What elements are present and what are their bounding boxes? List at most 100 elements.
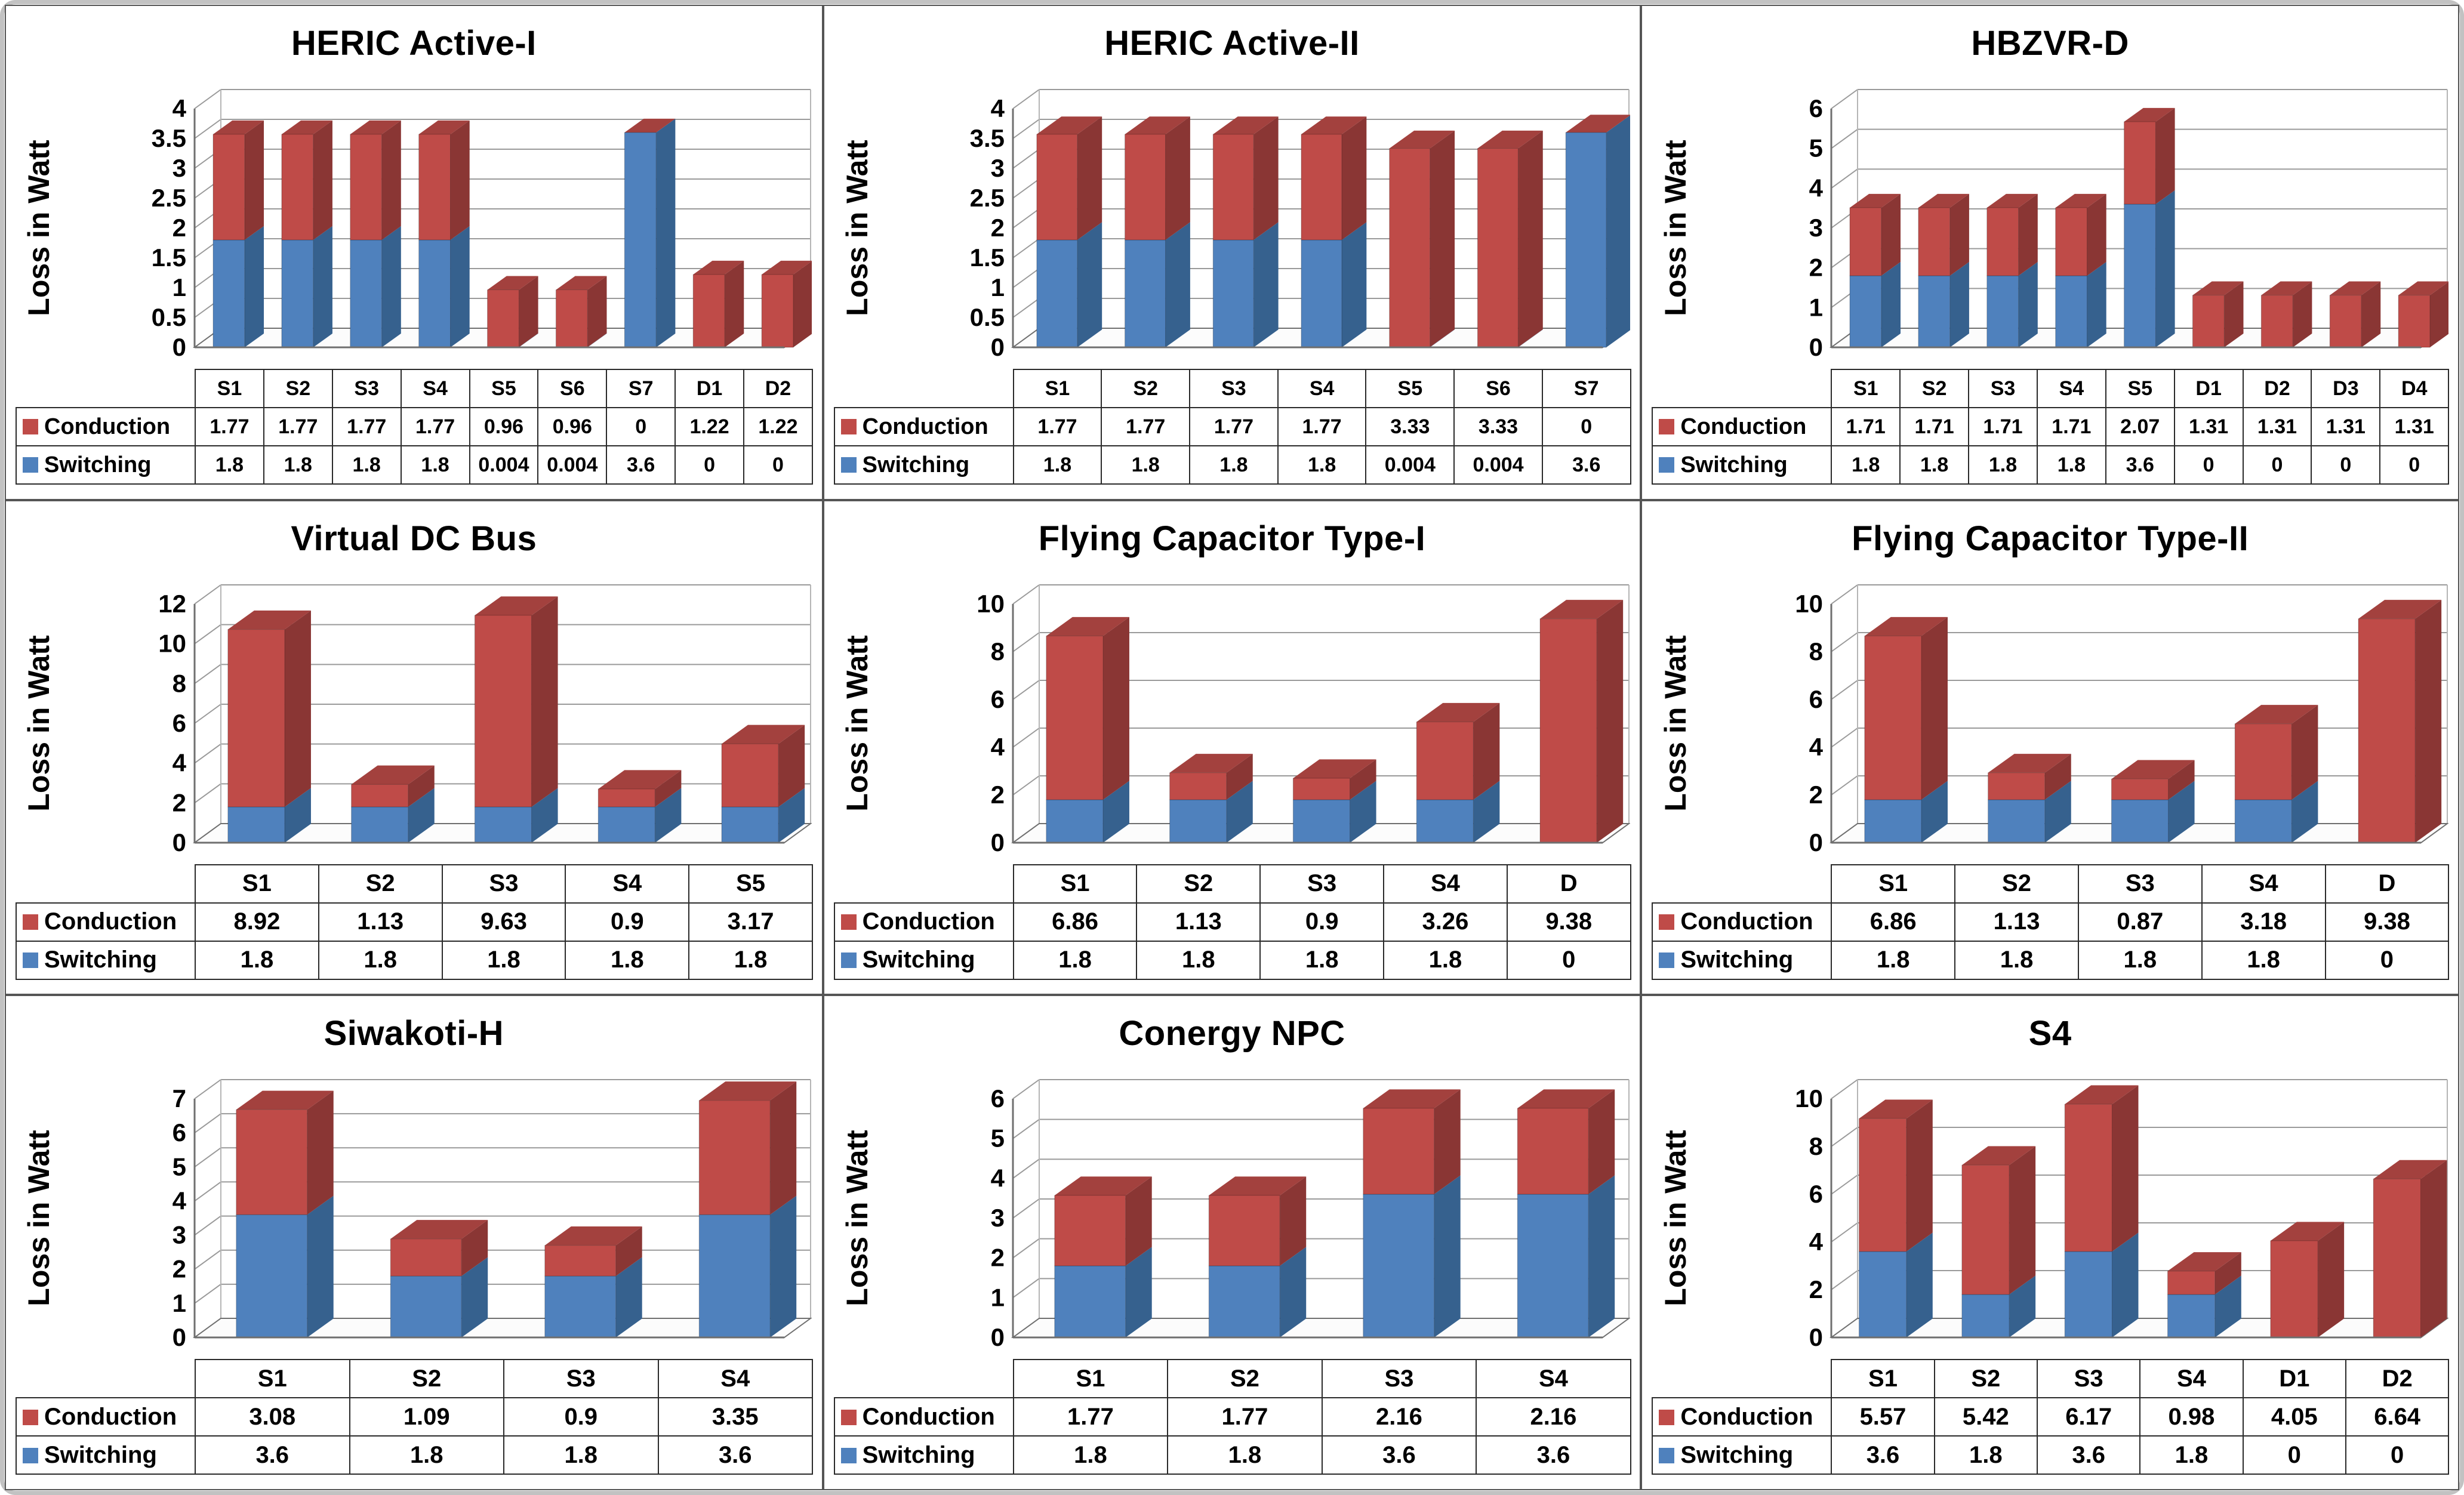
conduction-front-face	[2260, 295, 2293, 348]
category-cell: S2	[1954, 864, 2079, 904]
value-cell: 1.8	[441, 940, 566, 980]
bar-S5	[487, 276, 538, 348]
legend-swatch-switching-icon	[840, 953, 857, 969]
switching-side-face	[245, 226, 264, 347]
conduction-front-face	[2398, 295, 2431, 348]
legend-swatch-conduction-icon	[23, 1409, 38, 1425]
switching-front-face	[1301, 239, 1342, 348]
series-name-cell: Conduction	[833, 1397, 1014, 1437]
conduction-front-face	[1212, 134, 1254, 241]
value-cell: 1.31	[2173, 407, 2244, 446]
switching-side-face	[2291, 780, 2318, 843]
table-corner-cell	[1652, 1360, 1831, 1398]
gridline-wall	[194, 119, 221, 139]
category-cell: D3	[2311, 369, 2381, 408]
switching-side-face	[1253, 222, 1279, 347]
legend-swatch-switching-icon	[1659, 1447, 1675, 1463]
legend-swatch-conduction-icon	[23, 914, 38, 930]
value-cell: 3.6	[1321, 1435, 1477, 1475]
category-cell: S4	[1383, 864, 1508, 904]
value-cell: 1.8	[1954, 940, 2079, 980]
value-cell: 1.8	[1277, 445, 1367, 485]
switching-side-face	[1921, 780, 1948, 843]
switching-front-face	[1363, 1194, 1435, 1338]
gridline-wall	[194, 89, 221, 109]
switching-side-face	[2018, 261, 2038, 347]
category-cell: S1	[1831, 1359, 1935, 1399]
switching-front-face	[236, 1215, 308, 1338]
bar-S2	[1208, 1176, 1307, 1338]
bar-S1	[212, 120, 264, 348]
value-cell: 1.8	[1167, 1435, 1323, 1475]
table-corner-cell	[16, 865, 195, 903]
value-cell: 3.08	[195, 1397, 350, 1437]
gridline-wall	[1012, 775, 1040, 796]
conduction-top-face	[1566, 115, 1630, 132]
bar-S6	[1477, 130, 1543, 348]
conduction-side-face	[2214, 1252, 2241, 1295]
y-tick-label: 4	[173, 94, 187, 122]
conduction-top-face	[762, 260, 812, 275]
category-cell: D2	[2242, 369, 2312, 408]
series-name-cell: Switching	[833, 940, 1014, 980]
y-axis-label: Loss in Watt	[22, 1130, 56, 1306]
conduction-top-face	[1517, 1089, 1615, 1109]
switching-side-face	[1341, 222, 1367, 347]
conduction-side-face	[1949, 193, 1969, 276]
y-tick-label: 1	[173, 273, 186, 301]
value-cell: 3.6	[606, 445, 676, 485]
value-cell: 3.17	[688, 902, 813, 942]
conduction-side-face	[1102, 617, 1129, 800]
gridline-wall	[1012, 1079, 1040, 1100]
y-axis-label: Loss in Watt	[840, 140, 874, 316]
gridline-wall	[1012, 178, 1040, 199]
gridline-wall	[1831, 1079, 1858, 1100]
category-cell: S5	[688, 864, 813, 904]
value-cell: 1.8	[1383, 940, 1508, 980]
switching-front-face	[1208, 1265, 1280, 1338]
switching-side-face	[770, 1195, 797, 1338]
value-cell: 1.8	[565, 940, 690, 980]
switching-side-face	[1102, 780, 1129, 843]
table-corner-cell	[1652, 865, 1831, 903]
switching-front-face	[2055, 275, 2087, 348]
conduction-front-face	[2329, 295, 2362, 348]
bar-S1	[1054, 1176, 1152, 1338]
switching-front-face	[1046, 799, 1104, 843]
value-cell: 0.004	[537, 445, 608, 485]
series-name-cell: Switching	[16, 445, 196, 485]
value-cell: 3.26	[1383, 902, 1508, 942]
legend-swatch-conduction-icon	[23, 418, 38, 434]
data-table: S1 S2 S3 S4 S5 Conduction 8.92 1.13 9.63 0.9 3.17 S…	[16, 864, 813, 980]
value-cell: 1.77	[1189, 407, 1279, 446]
plot-area: 0 2 4 6 8 10 Loss in Watt	[840, 584, 1630, 856]
category-cell: D1	[2242, 1359, 2346, 1399]
conduction-side-face	[381, 120, 402, 240]
bar-D	[1539, 599, 1624, 843]
gridline-wall	[1012, 1158, 1040, 1179]
switching-front-face	[390, 1275, 463, 1338]
series-name-cell: Conduction	[833, 902, 1014, 942]
bar-D1	[2192, 281, 2244, 348]
series-name-cell: Conduction	[1652, 902, 1832, 942]
switching-side-face	[408, 787, 435, 843]
conduction-top-face	[1046, 617, 1129, 636]
value-cell: 1.8	[1259, 940, 1385, 980]
conduction-side-face	[1280, 1176, 1307, 1266]
y-tick-label: 5	[1809, 134, 1822, 162]
bar-S2	[281, 120, 333, 348]
bar-S2	[351, 765, 435, 843]
switching-side-face	[1473, 780, 1500, 843]
conduction-side-face	[725, 260, 744, 347]
chart-title: Flying Capacitor Type-II	[1852, 519, 2249, 558]
conduction-side-face	[2361, 281, 2380, 347]
y-tick-label: 0	[173, 1323, 186, 1351]
y-axis-label: Loss in Watt	[840, 635, 874, 812]
conduction-top-face	[1209, 1176, 1307, 1196]
category-cell: D	[2324, 864, 2450, 904]
conduction-side-face	[1473, 702, 1500, 800]
conduction-side-face	[2429, 282, 2448, 347]
y-tick-label: 8	[1809, 1132, 1822, 1160]
y-tick-label: 3	[991, 154, 1005, 182]
value-cell: 1.8	[195, 940, 319, 980]
